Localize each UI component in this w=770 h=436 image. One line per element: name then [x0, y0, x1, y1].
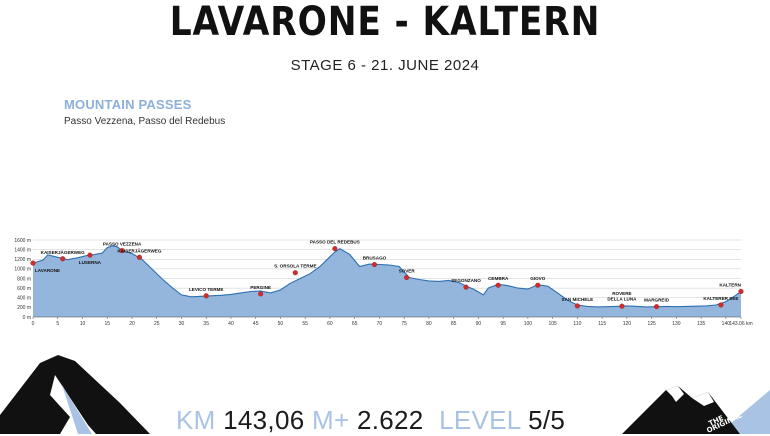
waypoint-marker [718, 302, 724, 308]
x-tick-label: 75 [401, 321, 407, 327]
waypoint-label: SAN MICHELE [562, 297, 594, 302]
chart-axes: 0 m 200 m 400 m 600 m 800 m 1000 m 1200 m 1400 … [14, 238, 752, 327]
difficulty-level-value: 5/5 [528, 405, 566, 435]
elevation-profile-chart: 0 m 200 m 400 m 600 m 800 m 1000 m 1200 m 1400 … [14, 238, 752, 327]
mountain-logo-right-icon: THE ORIGINAL [622, 386, 770, 434]
mountain-passes-list: Passo Vezzena, Passo del Redebus [64, 116, 226, 127]
x-tick-label: 35 [203, 321, 209, 327]
waypoint-label: SOVER [399, 269, 416, 274]
y-tick-label: 0 m [23, 315, 31, 321]
x-tick-label: 100 [524, 321, 533, 327]
waypoint-marker [203, 293, 209, 299]
profile-line [32, 245, 742, 308]
x-tick-label: 80 [426, 321, 432, 327]
waypoint-marker [60, 256, 66, 262]
x-tick-label: 143.06 km [729, 321, 752, 327]
waypoint-marker [574, 303, 580, 309]
waypoint-label: CEMBRA [488, 276, 509, 281]
elevation-gain-label: M+ [312, 405, 350, 435]
waypoint-label: S. ORSOLA TERME [274, 264, 316, 269]
distance-label: KM [176, 405, 216, 435]
waypoint-label: KAISERJÄGERWEG [41, 249, 86, 255]
waypoint-marker [292, 270, 298, 276]
x-tick-label: 0 [32, 321, 35, 327]
waypoint-label: LAVARONE [35, 268, 60, 273]
waypoint-marker [463, 284, 469, 290]
waypoint-marker [332, 246, 338, 252]
profile-area [33, 245, 741, 317]
x-tick-label: 15 [104, 321, 110, 327]
profile-area-layer [32, 245, 742, 317]
x-tick-label: 85 [451, 321, 457, 327]
waypoint-label: SEGONZANO [451, 278, 481, 283]
elevation-gain-value: 2.622 [356, 405, 424, 435]
x-tick-label: 30 [179, 321, 185, 327]
mountain-passes-heading: MOUNTAIN PASSES [64, 97, 192, 112]
y-tick-label: 800 m [17, 276, 31, 282]
waypoint-marker [619, 303, 625, 309]
x-tick-label: 110 [573, 321, 581, 327]
stage-subtitle: STAGE 6 - 21. JUNE 2024 [290, 57, 480, 74]
x-tick-label: 10 [80, 321, 86, 327]
y-tick-label: 1200 m [14, 257, 31, 263]
waypoint-marker [738, 288, 744, 295]
waypoint-label: BRUSAGO [363, 256, 387, 261]
x-tick-label: 50 [278, 321, 284, 327]
y-tick-label: 600 m [17, 286, 31, 292]
waypoint-marker [535, 282, 541, 288]
waypoint-label: KALTERN [719, 282, 741, 287]
y-tick-label: 1400 m [14, 247, 31, 253]
waypoint-label: KALTERER SEE [703, 296, 738, 301]
waypoint-marker [258, 291, 264, 297]
page-title: LAVARONE - KALTERN [169, 0, 601, 45]
x-tick-label: 120 [623, 321, 632, 327]
y-tick-label: 1000 m [14, 267, 31, 273]
waypoint-label: LEVICO TERME [189, 287, 223, 292]
y-tick-label: 1600 m [14, 238, 31, 244]
x-tick-label: 60 [327, 321, 333, 327]
waypoint-label: LUSERNA [79, 260, 102, 265]
waypoint-marker [495, 282, 501, 288]
x-tick-label: 95 [500, 321, 506, 327]
waypoint-marker [136, 254, 142, 260]
x-tick-label: 115 [598, 321, 606, 327]
x-tick-label: 55 [302, 321, 308, 327]
distance-value: 143,06 [223, 405, 305, 435]
x-tick-label: 5 [56, 321, 59, 327]
stage-stats: KM 143,06 M+ 2.622 LEVEL 5/5 [176, 405, 565, 436]
waypoint-label: MARGREID [644, 298, 670, 303]
waypoint-label: PASSO VEZZENA [103, 242, 142, 247]
waypoint-layer: LAVARONE KAISERJÄGERWEG LUSERNA PASSO VEZZE… [30, 240, 744, 310]
x-tick-label: 20 [129, 321, 135, 327]
waypoint-marker [87, 252, 93, 258]
x-tick-label: 45 [253, 321, 259, 327]
x-tick-label: 130 [672, 321, 681, 327]
x-tick-label: 65 [352, 321, 358, 327]
waypoint-marker [654, 304, 660, 310]
waypoint-label: GIOVO [530, 276, 545, 281]
mountain-logo-left-icon [0, 355, 150, 434]
x-tick-label: 25 [154, 321, 160, 327]
x-tick-label: 40 [228, 321, 234, 327]
waypoint-label: PERGINE [250, 285, 271, 290]
difficulty-level-label: LEVEL [439, 405, 521, 435]
waypoint-marker [119, 248, 125, 254]
x-tick-label: 135 [697, 321, 706, 327]
waypoint-label: ROVERE DELLA LUNA [607, 291, 637, 302]
waypoint-marker [404, 274, 410, 281]
x-tick-label: 105 [548, 321, 557, 327]
x-tick-label: 140 [722, 321, 731, 327]
x-tick-label: 125 [647, 321, 656, 327]
waypoint-label: KAISERJÄGERWEG [117, 247, 162, 253]
waypoint-label: PASSO DEL REDEBUS [310, 240, 360, 245]
waypoint-marker [30, 260, 36, 266]
y-tick-label: 200 m [17, 305, 31, 311]
waypoint-marker [371, 261, 378, 268]
y-tick-label: 400 m [17, 296, 31, 302]
x-tick-label: 70 [377, 321, 383, 327]
x-tick-label: 90 [476, 321, 482, 327]
